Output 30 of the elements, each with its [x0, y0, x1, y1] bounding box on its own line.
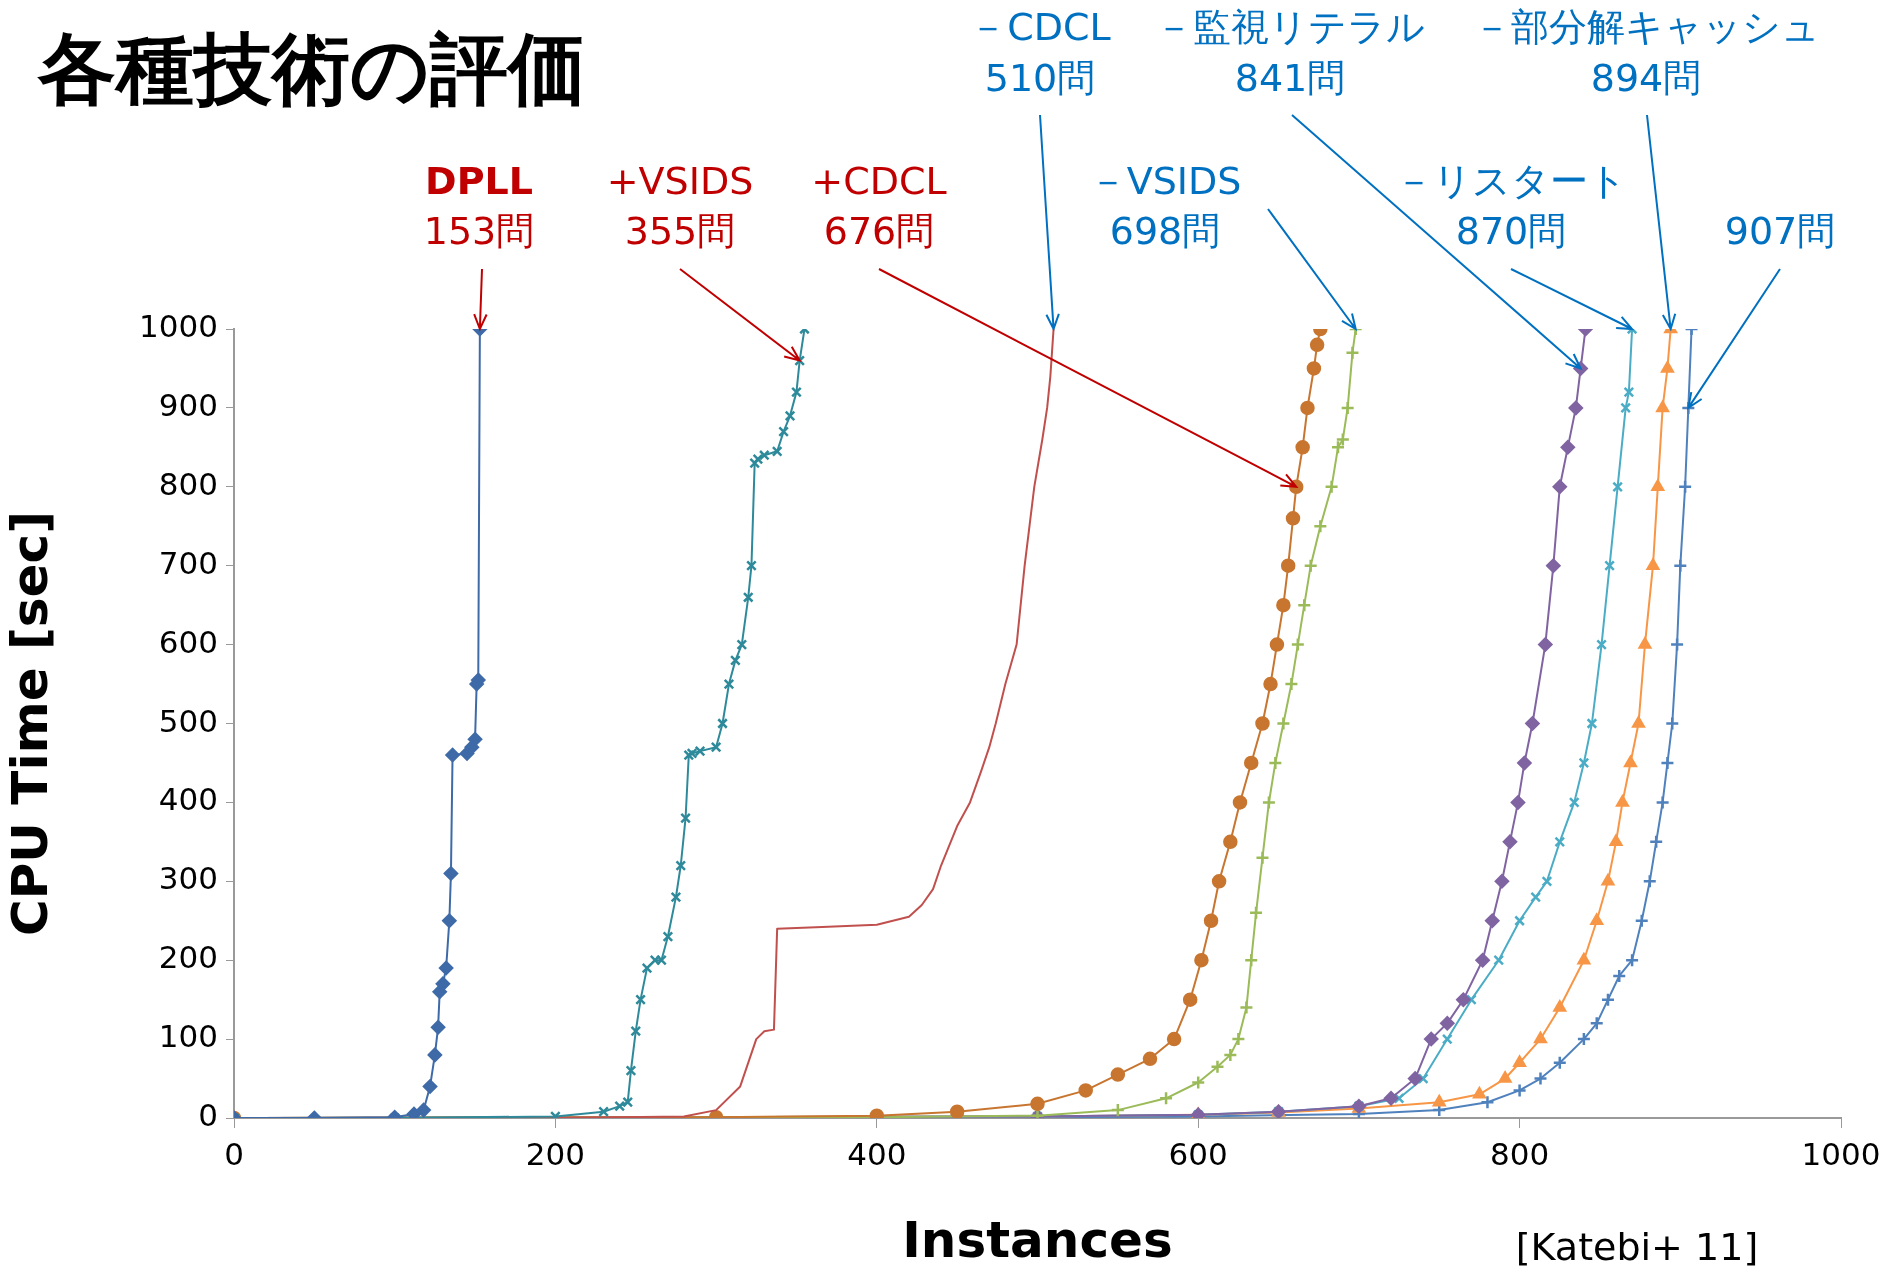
x-tick-label: 1000	[1801, 1135, 1881, 1172]
y-tick-label: 0	[198, 1097, 218, 1134]
y-tick-label: 100	[158, 1018, 218, 1055]
annotation: －部分解キャッシュ 894問	[1472, 4, 1820, 100]
annotation: －CDCL 510問	[969, 4, 1111, 100]
annotation: +CDCL 676問	[811, 158, 947, 253]
y-tick-label: 600	[158, 623, 218, 660]
y-tick-label: 200	[158, 939, 218, 976]
annotation: 907問	[1724, 208, 1836, 253]
chart-title: 各種技術の評価	[38, 23, 586, 116]
annotation: －VSIDS 698問	[1088, 158, 1242, 253]
y-tick-label: 800	[158, 465, 218, 502]
y-tick-label: 300	[158, 860, 218, 897]
y-tick-label: 400	[158, 781, 218, 818]
x-tick-label: 0	[224, 1135, 244, 1172]
annotation: +VSIDS 355問	[606, 158, 754, 253]
y-axis-title: CPU Time [sec]	[0, 510, 59, 937]
x-tick-label: 400	[847, 1135, 907, 1172]
annotation: －監視リテラル 841問	[1155, 4, 1425, 100]
x-tick-label: 600	[1168, 1135, 1228, 1172]
y-tick-label: 700	[158, 544, 218, 581]
y-tick-label: 900	[158, 386, 218, 423]
x-axis-title: Instances	[902, 1210, 1173, 1269]
text: [Katebi+ 11]	[1515, 1224, 1759, 1269]
y-tick-label: 1000	[139, 308, 218, 345]
y-tick-label: 500	[158, 702, 218, 739]
annotation: DPLL 153問	[423, 158, 535, 253]
x-tick-label: 200	[525, 1135, 585, 1172]
annotation: －リスタート 870問	[1395, 158, 1627, 253]
x-tick-label: 800	[1490, 1135, 1550, 1172]
